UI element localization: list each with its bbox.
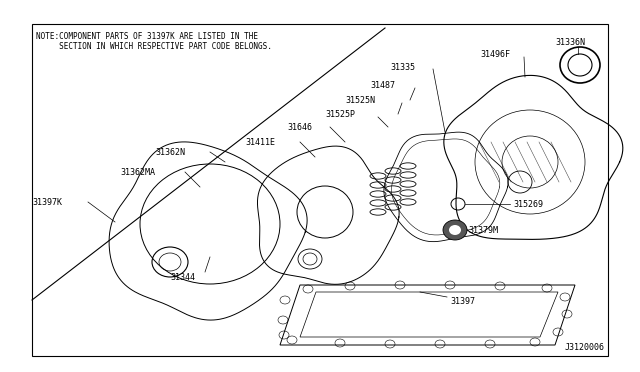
Text: 31496F: 31496F [480,49,510,58]
Text: 31397K: 31397K [32,198,62,206]
Text: 31344: 31344 [170,273,195,282]
Text: 31525N: 31525N [345,96,375,105]
Text: 31362MA: 31362MA [120,167,155,176]
Text: 31362N: 31362N [155,148,185,157]
Text: 31487: 31487 [370,80,395,90]
Text: 31335: 31335 [390,62,415,71]
Text: 31336N: 31336N [555,38,585,46]
Text: 31379M: 31379M [468,225,498,234]
Text: 31397: 31397 [450,298,475,307]
Ellipse shape [443,220,467,240]
Text: 31646: 31646 [287,122,312,131]
Ellipse shape [449,225,461,235]
Text: NOTE:COMPONENT PARTS OF 31397K ARE LISTED IN THE
     SECTION IN WHICH RESPECTIV: NOTE:COMPONENT PARTS OF 31397K ARE LISTE… [36,32,272,51]
Text: 31525P: 31525P [325,109,355,119]
Text: J3120006: J3120006 [565,343,605,352]
Text: 31411E: 31411E [245,138,275,147]
Text: 315269: 315269 [513,199,543,208]
